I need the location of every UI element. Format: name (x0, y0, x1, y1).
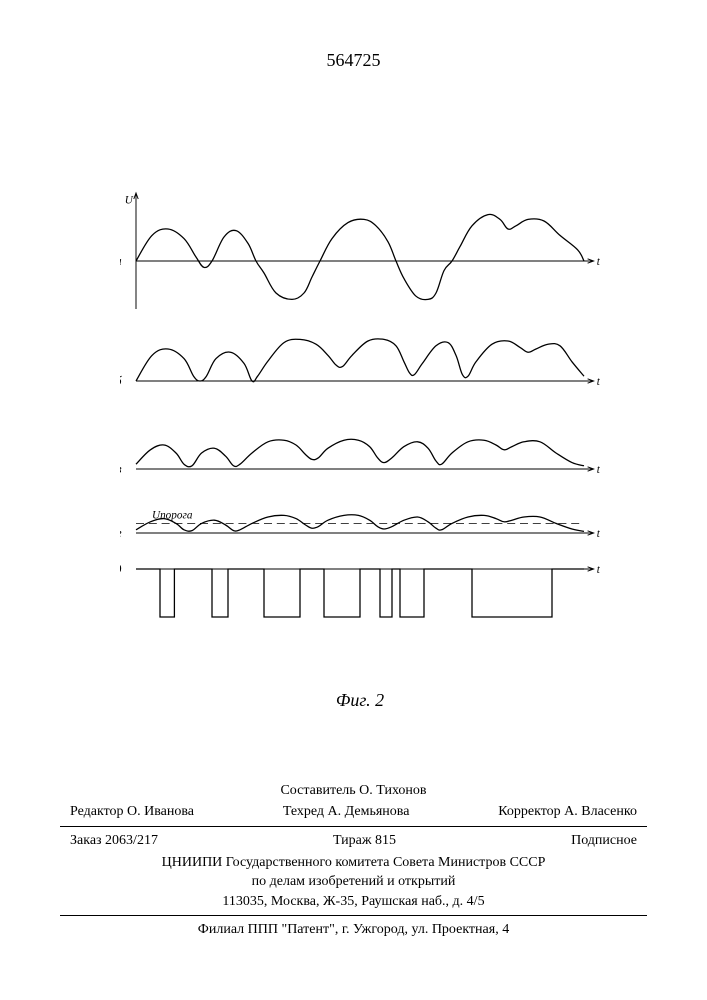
address: 113035, Москва, Ж-35, Раушская наб., д. … (60, 892, 647, 912)
svg-text:t: t (597, 464, 600, 476)
svg-text:Uпорога: Uпорога (152, 510, 193, 522)
svg-text:t: t (597, 528, 600, 540)
tirazh: Тираж 815 (333, 831, 396, 851)
order: Заказ 2063/217 (70, 831, 158, 851)
svg-text:б: б (120, 374, 122, 388)
svg-text:г: г (120, 526, 122, 540)
figure-2: Ut а t б t в t г Uпорога t д Фиг. 2 (120, 130, 600, 750)
svg-text:а: а (120, 254, 122, 268)
svg-text:д: д (120, 562, 122, 576)
svg-text:в: в (120, 462, 122, 476)
doc-number: 564725 (0, 50, 707, 71)
svg-text:t: t (597, 564, 600, 576)
branch: Филиал ППП "Патент", г. Ужгород, ул. Про… (60, 920, 647, 940)
org-line-1: ЦНИИПИ Государственного комитета Совета … (60, 853, 647, 873)
svg-text:U: U (125, 194, 134, 206)
figure-caption: Фиг. 2 (120, 690, 600, 711)
svg-text:t: t (597, 256, 600, 268)
sub: Подписное (571, 831, 637, 851)
editor: Редактор О. Иванова (70, 802, 194, 822)
svg-text:t: t (597, 376, 600, 388)
footer-block: Составитель О. Тихонов Редактор О. Ивано… (60, 781, 647, 940)
corrector: Корректор А. Власенко (498, 802, 637, 822)
tech: Техред А. Демьянова (283, 802, 410, 822)
org-line-2: по делам изобретений и открытий (60, 872, 647, 892)
compiler-line: Составитель О. Тихонов (60, 781, 647, 801)
